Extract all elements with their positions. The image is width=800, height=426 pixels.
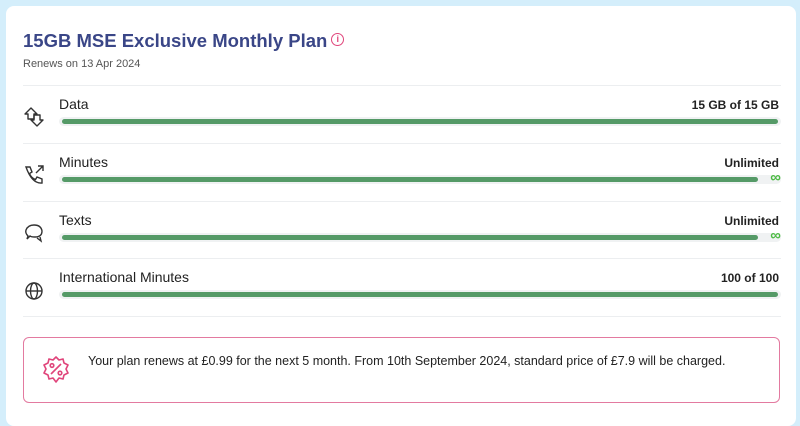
- divider: [23, 258, 781, 259]
- divider: [23, 85, 781, 86]
- usage-bar: [59, 175, 781, 184]
- usage-bar: [59, 233, 781, 242]
- chat-bubbles-icon: [25, 224, 43, 243]
- phone-outgoing-icon: [25, 165, 44, 184]
- discount-badge-icon: [43, 356, 69, 383]
- divider: [23, 201, 781, 202]
- data-transfer-icon: [24, 107, 44, 127]
- usage-bar: [59, 117, 781, 126]
- usage-bar: [59, 290, 781, 299]
- divider: [23, 143, 781, 144]
- notice-text: Your plan renews at £0.99 for the next 5…: [88, 354, 726, 368]
- divider: [23, 316, 781, 317]
- plan-title: 15GB MSE Exclusive Monthly Plan i: [23, 30, 345, 52]
- renewal-date: Renews on 13 Apr 2024: [23, 58, 141, 70]
- renewal-notice: Your plan renews at £0.99 for the next 5…: [23, 337, 780, 403]
- plan-card: 15GB MSE Exclusive Monthly Plan i Renews …: [6, 6, 796, 426]
- infinity-icon: ∞: [770, 227, 781, 244]
- allowance-international-minutes: International Minutes 100 of 100: [23, 269, 781, 309]
- allowance-data: Data 15 GB of 15 GB: [23, 96, 781, 136]
- info-icon[interactable]: i: [331, 32, 345, 46]
- infinity-icon: ∞: [770, 169, 781, 186]
- globe-icon: [25, 282, 43, 300]
- allowance-texts: Texts Unlimited ∞: [23, 212, 781, 252]
- allowance-minutes: Minutes Unlimited ∞: [23, 154, 781, 194]
